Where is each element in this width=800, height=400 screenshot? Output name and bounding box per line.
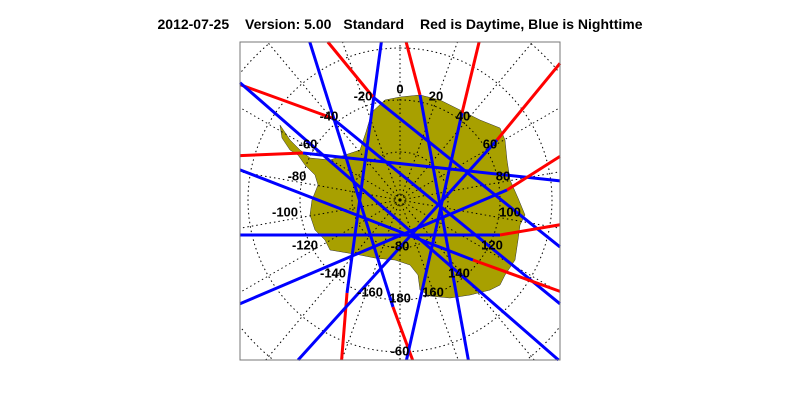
meridian-line: [239, 107, 396, 198]
daytime-track: [472, 258, 561, 293]
nighttime-track: [239, 188, 508, 306]
daytime-track: [340, 292, 349, 361]
nighttime-track: [345, 41, 383, 294]
meridian-line: [239, 171, 396, 200]
daytime-track: [506, 155, 561, 192]
meridian-line: [239, 200, 396, 229]
title-version: Version: 5.00: [245, 16, 332, 32]
meridian-line: [401, 41, 458, 196]
daytime-track: [326, 41, 375, 98]
longitude-label: 120: [481, 237, 503, 252]
satellite-tracks: [239, 41, 562, 362]
nighttime-track: [239, 81, 560, 362]
meridian-line: [404, 200, 561, 229]
daytime-track: [239, 151, 304, 158]
nighttime-track: [331, 116, 561, 306]
latitude-circle: [530, 43, 559, 72]
title-date: 2012-07-25: [157, 16, 230, 32]
longitude-label: 180: [389, 290, 411, 305]
longitude-label: 100: [499, 204, 521, 219]
daytime-track: [460, 41, 481, 114]
longitude-label: 20: [429, 88, 443, 103]
latitude-circle: [247, 47, 553, 353]
latitude-label: -60: [391, 343, 410, 358]
latitude-circle: [241, 328, 272, 359]
longitude-label: -160: [357, 284, 383, 299]
longitude-label: 40: [456, 108, 470, 123]
latitude-circle: [528, 328, 559, 359]
latitude-label: -80: [391, 238, 410, 253]
nighttime-track: [302, 151, 561, 183]
meridian-line: [404, 202, 561, 293]
longitude-label: -100: [272, 204, 298, 219]
meridian-line: [402, 41, 533, 197]
south-pole-marker: [398, 198, 402, 202]
title-legend: Red is Daytime, Blue is Nighttime: [419, 16, 643, 32]
map-title: 2012-07-25 Version: 5.00 Standard Red is …: [0, 16, 800, 32]
longitude-label: 60: [483, 136, 497, 151]
map-frame: [239, 41, 561, 361]
longitude-label: -40: [320, 108, 339, 123]
meridian-line: [404, 171, 561, 200]
nighttime-track: [308, 41, 395, 308]
longitude-label: 80: [496, 168, 510, 183]
latitude-circle: [241, 43, 270, 72]
meridian-line: [239, 202, 396, 293]
longitude-label: -140: [320, 265, 346, 280]
daytime-track: [495, 62, 562, 141]
longitude-label: -20: [354, 88, 373, 103]
meridian-line: [404, 107, 561, 198]
longitude-label: -80: [288, 168, 307, 183]
latitude-circle: [351, 151, 449, 249]
nighttime-track: [418, 94, 470, 361]
longitude-label: 160: [422, 284, 444, 299]
longitude-label: 0: [396, 81, 403, 96]
longitude-label: -60: [299, 136, 318, 151]
longitude-label: 140: [448, 265, 470, 280]
daytime-track: [404, 41, 422, 96]
meridian-line: [341, 204, 399, 361]
daytime-track: [239, 83, 333, 120]
daytime-track: [499, 223, 561, 237]
nighttime-track: [239, 168, 474, 262]
meridian-line: [267, 41, 398, 197]
title-product: Standard: [343, 16, 405, 32]
nighttime-track: [296, 138, 499, 362]
longitude-label: -120: [292, 237, 318, 252]
